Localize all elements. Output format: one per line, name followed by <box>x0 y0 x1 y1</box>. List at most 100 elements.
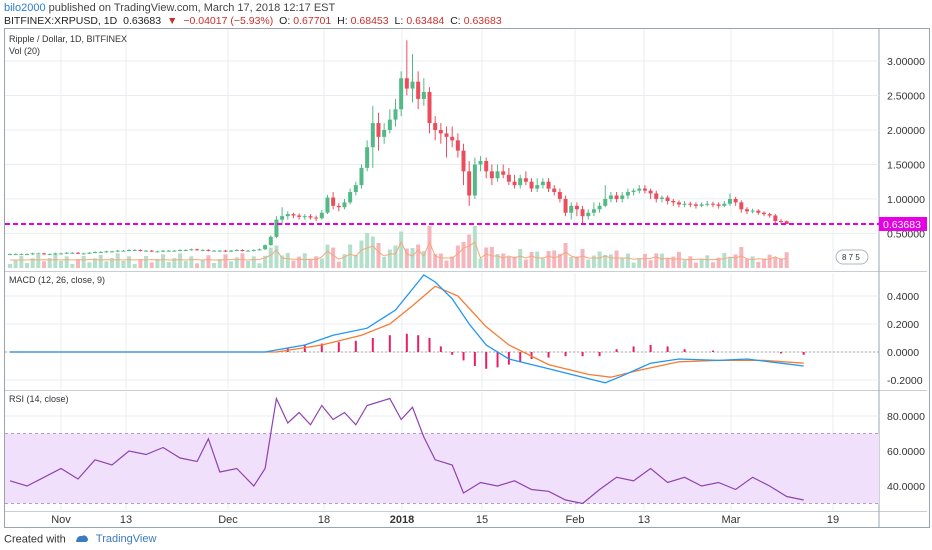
rsi-line <box>9 396 804 505</box>
volume-bar <box>8 264 12 268</box>
volume-bar <box>47 258 52 268</box>
candle-body <box>370 123 375 148</box>
candle-body <box>172 250 177 252</box>
y-axis-tick-label: -0.2000 <box>887 375 923 387</box>
candle-body <box>784 221 789 224</box>
candle-body <box>365 147 370 168</box>
last-price-label: 0.63683 <box>883 219 921 231</box>
candle-body <box>223 250 228 252</box>
candle-body <box>70 252 75 254</box>
volume-bar <box>546 251 551 268</box>
candle-body <box>234 249 239 251</box>
macd-pane-title: MACD (12, 26, close, 9) <box>9 275 105 285</box>
volume-bar <box>285 252 290 268</box>
candle-body <box>155 251 160 253</box>
candle-body <box>308 216 313 218</box>
candle-body <box>268 236 273 246</box>
candle-body <box>195 249 200 251</box>
volume-bar <box>229 261 234 268</box>
volume-bar <box>410 248 415 268</box>
candle-body <box>620 195 625 199</box>
volume-bar <box>353 255 358 268</box>
volume-bar <box>172 258 177 268</box>
volume-bar <box>535 251 540 268</box>
candle-body <box>716 204 721 206</box>
change-value: −0.04017 (−5.93%) <box>183 15 274 27</box>
candle-body <box>98 252 103 254</box>
volume-bar <box>739 247 744 268</box>
volume-bar <box>495 254 500 268</box>
volume-bar <box>274 245 279 268</box>
candle-body <box>13 254 18 256</box>
volume-bar <box>234 257 239 268</box>
candle-body <box>348 192 353 203</box>
last-price-badge <box>879 216 927 231</box>
volume-bar <box>42 261 47 268</box>
rsi-band <box>5 433 879 504</box>
publish-info: bilo2000 published on TradingView.com, M… <box>4 2 335 14</box>
volume-bar <box>280 255 285 268</box>
volume-bar <box>291 260 296 268</box>
candle-body <box>8 254 12 256</box>
rsi-pane-title: RSI (14, close) <box>9 394 69 404</box>
x-axis-tick-label: Mar <box>722 514 741 526</box>
candle-body <box>722 203 727 206</box>
candle-body <box>733 198 738 203</box>
y-axis-tick-label: 60.0000 <box>887 446 925 458</box>
candle-body <box>274 219 279 237</box>
low-value: 0.63484 <box>406 15 445 27</box>
candle-body <box>512 181 517 186</box>
candle-body <box>342 202 347 208</box>
volume-bar <box>297 256 302 268</box>
volume-bar <box>591 255 596 268</box>
tradingview-brand[interactable]: TradingView <box>95 533 157 546</box>
candle-body <box>121 250 126 252</box>
volume-bar <box>132 264 137 268</box>
candle-body <box>750 210 755 212</box>
author-link[interactable]: bilo2000 <box>4 2 46 14</box>
volume-bar <box>166 262 171 268</box>
candle-body <box>761 212 766 215</box>
volume-bar <box>671 256 676 268</box>
candle-body <box>178 249 183 251</box>
candle-body <box>699 204 704 206</box>
candle-body <box>382 129 387 137</box>
volume-bar <box>81 256 86 268</box>
y-axis-tick-label: 0.50000 <box>887 228 925 240</box>
candle-body <box>693 204 698 206</box>
volume-bar <box>693 262 698 268</box>
candle-body <box>569 205 574 213</box>
volume-bar <box>518 249 523 268</box>
volume-bar <box>416 244 421 268</box>
candle-body <box>291 214 296 216</box>
symbol-legend: BITFINEX:XRPUSD, 1D 0.63683 ▼ −0.04017 (… <box>4 15 505 27</box>
candle-body <box>110 251 115 253</box>
candle-body <box>53 253 58 255</box>
open-value: 0.67701 <box>293 15 332 27</box>
volume-bar <box>472 226 477 268</box>
candle-body <box>149 250 154 252</box>
candle-body <box>727 198 732 204</box>
volume-bar <box>574 256 579 268</box>
macd-signal-line <box>10 285 804 378</box>
volume-bar <box>438 253 443 268</box>
candle-body <box>778 221 783 222</box>
volume-bar <box>648 260 653 268</box>
candle-body <box>773 215 778 221</box>
open-label: O: <box>279 15 291 27</box>
volume-bar <box>659 253 664 268</box>
volume-bar <box>365 233 370 268</box>
candle-body <box>285 214 290 217</box>
volume-bar <box>331 247 336 268</box>
created-with-text: Created with <box>4 533 66 546</box>
volume-bar <box>223 254 228 268</box>
candle-body <box>416 81 421 99</box>
close-label: C: <box>450 15 461 27</box>
candle-body <box>682 203 687 205</box>
volume-bar <box>654 253 659 268</box>
volume-bar <box>36 255 41 268</box>
candle-body <box>705 203 710 205</box>
volume-bar <box>161 254 166 268</box>
volume-bar <box>682 260 687 268</box>
